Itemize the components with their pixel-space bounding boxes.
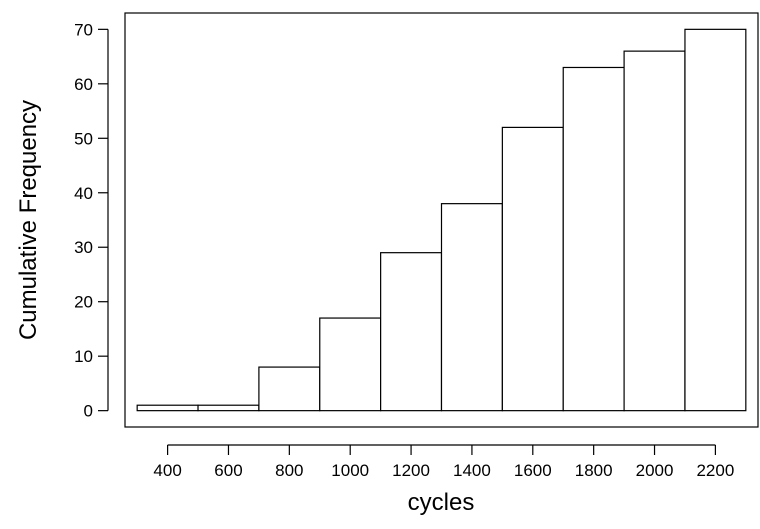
y-tick-label-7: 70 bbox=[74, 20, 93, 39]
plot-frame bbox=[124, 12, 759, 428]
bar-7 bbox=[562, 66, 625, 412]
y-axis: 0 10 20 30 40 50 60 70 bbox=[74, 20, 109, 421]
y-axis-title: Cumulative Frequency bbox=[15, 100, 42, 340]
bar-4 bbox=[380, 252, 443, 412]
x-axis-title: cycles bbox=[408, 489, 475, 516]
x-tick-label-3: 1000 bbox=[331, 461, 369, 480]
x-tick-label-9: 2200 bbox=[696, 461, 734, 480]
x-tick-label-8: 2000 bbox=[636, 461, 674, 480]
bar-9 bbox=[684, 28, 747, 412]
y-tick-label-4: 40 bbox=[74, 184, 93, 203]
x-tick-label-7: 1800 bbox=[575, 461, 613, 480]
bar-1 bbox=[197, 404, 260, 412]
y-tick-label-3: 30 bbox=[74, 238, 93, 257]
bar-6 bbox=[501, 126, 564, 412]
bar-0 bbox=[136, 404, 199, 412]
y-tick-label-2: 20 bbox=[74, 293, 93, 312]
y-tick-label-1: 10 bbox=[74, 347, 93, 366]
bar-3 bbox=[319, 317, 382, 412]
bars bbox=[136, 28, 747, 412]
x-tick-label-2: 800 bbox=[275, 461, 303, 480]
x-tick-label-6: 1600 bbox=[514, 461, 552, 480]
x-tick-label-4: 1200 bbox=[392, 461, 430, 480]
y-tick-label-6: 60 bbox=[74, 75, 93, 94]
y-tick-label-0: 0 bbox=[84, 402, 93, 421]
x-tick-label-1: 600 bbox=[214, 461, 242, 480]
x-axis: 400 600 800 1000 1200 1400 1600 1800 2000 2200 bbox=[153, 444, 734, 480]
bar-5 bbox=[440, 203, 503, 412]
y-tick-label-5: 50 bbox=[74, 129, 93, 148]
x-tick-label-5: 1400 bbox=[453, 461, 491, 480]
x-tick-label-0: 400 bbox=[153, 461, 181, 480]
bar-2 bbox=[258, 366, 321, 412]
bar-8 bbox=[623, 50, 686, 412]
